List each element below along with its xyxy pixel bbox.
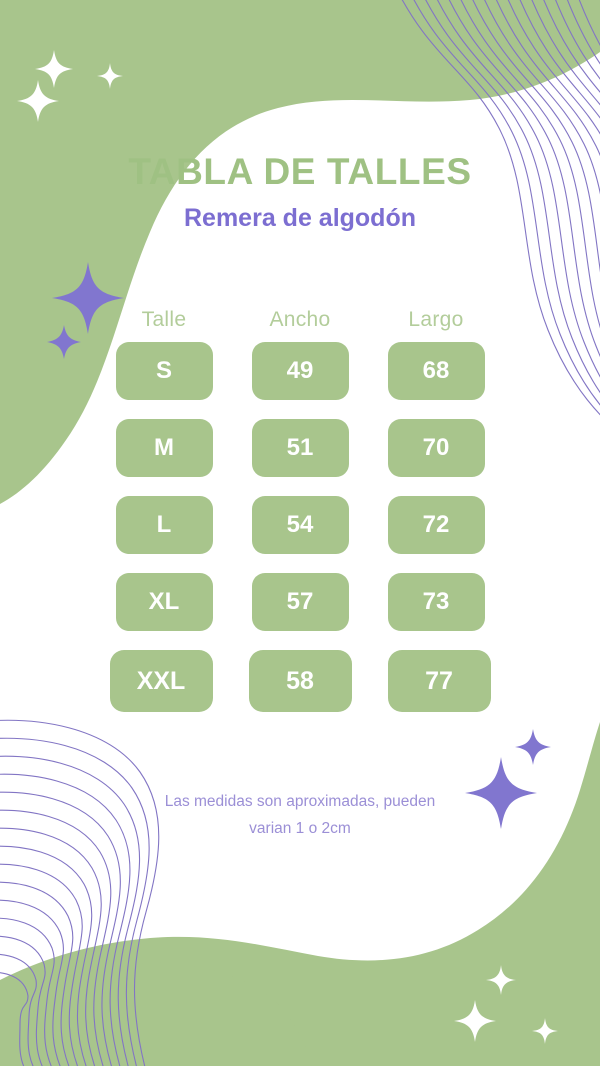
cell-ancho: 51: [251, 419, 349, 477]
cell-ancho: 49: [251, 342, 349, 400]
cell-ancho: 58: [248, 650, 352, 712]
table-row: S 49 68: [0, 342, 600, 400]
table-header-row: Talle Ancho Largo: [0, 308, 600, 332]
cell-size: L: [115, 496, 213, 554]
table-row: L 54 72: [0, 496, 600, 554]
size-table: Talle Ancho Largo S 49 68 M 51 70 L 54 7…: [0, 308, 600, 731]
blob-bottom-right-shape: [0, 722, 600, 1066]
sparkle-icon: [532, 1018, 558, 1044]
page-subtitle: Remera de algodón: [184, 203, 416, 232]
page-title: TABLA DE TALLES: [128, 151, 472, 192]
table-row: XXL 58 77: [0, 650, 600, 712]
cell-largo: 77: [387, 650, 491, 712]
measurement-note: Las medidas son aproximadas, pueden vari…: [0, 788, 600, 842]
note-line-1: Las medidas son aproximadas, pueden: [164, 793, 436, 810]
cell-ancho: 54: [251, 496, 349, 554]
sparkle-icon: [515, 729, 551, 765]
sparkle-icon: [454, 1000, 496, 1042]
blob-bottom-left-accent: [0, 962, 312, 1066]
table-row: XL 57 73: [0, 573, 600, 631]
cell-size: XL: [115, 573, 213, 631]
cell-largo: 72: [387, 496, 485, 554]
cell-largo: 68: [387, 342, 485, 400]
cell-size: XXL: [109, 650, 213, 712]
column-header-talle: Talle: [141, 308, 187, 331]
note-line-2: varian 1 o 2cm: [249, 820, 351, 838]
sparkle-icon: [486, 965, 516, 995]
cell-largo: 73: [387, 573, 485, 631]
sparkle-icon: [97, 63, 123, 89]
column-header-ancho: Ancho: [269, 308, 331, 331]
waves-bottom-left-icon: [0, 719, 160, 1066]
cell-size: S: [115, 342, 213, 400]
cell-largo: 70: [387, 419, 485, 477]
cell-ancho: 57: [251, 573, 349, 631]
sparkle-icon: [35, 50, 73, 88]
sparkle-icon: [17, 80, 59, 122]
cell-size: M: [115, 419, 213, 477]
table-row: M 51 70: [0, 419, 600, 477]
title-block: TABLA DE TALLES Remera de algodón: [0, 151, 600, 232]
column-header-largo: Largo: [408, 308, 464, 331]
